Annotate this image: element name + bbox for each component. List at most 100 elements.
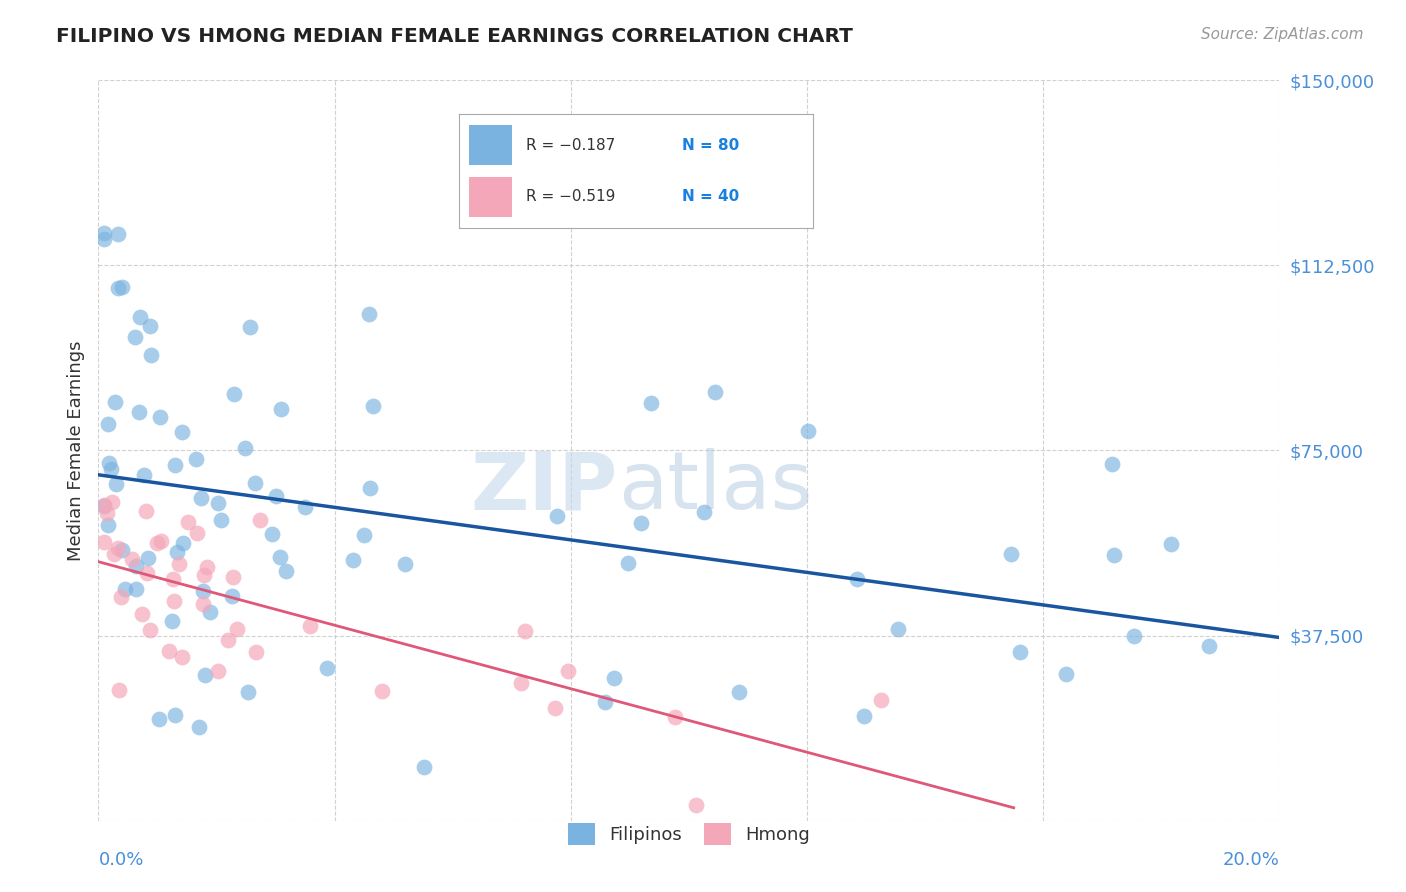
Filipinos bbox=[107, 280, 129, 294]
Hmong bbox=[195, 560, 218, 574]
Filipinos bbox=[394, 558, 416, 572]
Filipinos bbox=[170, 425, 193, 439]
Filipinos bbox=[163, 708, 186, 723]
Hmong bbox=[163, 594, 186, 608]
Hmong bbox=[193, 568, 215, 582]
Hmong bbox=[510, 676, 533, 690]
Hmong bbox=[93, 535, 115, 549]
Hmong bbox=[513, 624, 536, 638]
Filipinos bbox=[359, 307, 381, 321]
Filipinos bbox=[704, 384, 727, 399]
Filipinos bbox=[1102, 548, 1125, 562]
Hmong bbox=[543, 700, 565, 714]
Filipinos bbox=[125, 559, 148, 574]
Filipinos bbox=[93, 499, 115, 513]
Hmong bbox=[245, 644, 267, 658]
Filipinos bbox=[1160, 537, 1182, 551]
Filipinos bbox=[262, 527, 284, 541]
Filipinos bbox=[269, 550, 291, 565]
Filipinos bbox=[194, 668, 217, 682]
Hmong bbox=[150, 533, 173, 548]
Hmong bbox=[170, 650, 193, 665]
Hmong bbox=[93, 499, 115, 513]
Filipinos bbox=[149, 409, 172, 424]
Filipinos bbox=[274, 564, 297, 578]
Hmong bbox=[146, 536, 169, 550]
Filipinos bbox=[546, 508, 568, 523]
Hmong bbox=[371, 684, 394, 698]
Filipinos bbox=[207, 496, 229, 510]
Filipinos bbox=[172, 536, 194, 550]
Filipinos bbox=[125, 582, 148, 597]
Hmong bbox=[107, 541, 129, 555]
Filipinos bbox=[1054, 667, 1077, 681]
Filipinos bbox=[233, 442, 256, 456]
Legend: Filipinos, Hmong: Filipinos, Hmong bbox=[561, 816, 817, 853]
Hmong bbox=[108, 683, 131, 698]
Hmong bbox=[162, 572, 184, 586]
Filipinos bbox=[209, 513, 232, 527]
Filipinos bbox=[602, 671, 624, 685]
Hmong bbox=[225, 622, 247, 636]
Filipinos bbox=[361, 400, 384, 414]
Hmong bbox=[139, 623, 162, 637]
Hmong bbox=[110, 591, 132, 605]
Filipinos bbox=[239, 319, 262, 334]
Filipinos bbox=[1010, 645, 1032, 659]
Filipinos bbox=[221, 589, 243, 603]
Text: FILIPINO VS HMONG MEDIAN FEMALE EARNINGS CORRELATION CHART: FILIPINO VS HMONG MEDIAN FEMALE EARNINGS… bbox=[56, 27, 853, 45]
Hmong bbox=[664, 710, 686, 724]
Filipinos bbox=[630, 516, 652, 530]
Hmong bbox=[131, 607, 153, 621]
Hmong bbox=[191, 597, 214, 611]
Filipinos bbox=[294, 500, 316, 514]
Filipinos bbox=[266, 489, 288, 503]
Filipinos bbox=[616, 556, 638, 570]
Filipinos bbox=[104, 476, 127, 491]
Filipinos bbox=[184, 452, 207, 467]
Hmong bbox=[135, 504, 157, 518]
Hmong bbox=[96, 506, 118, 520]
Filipinos bbox=[1101, 457, 1123, 471]
Filipinos bbox=[359, 481, 381, 495]
Hmong bbox=[103, 547, 125, 561]
Text: 20.0%: 20.0% bbox=[1223, 851, 1279, 869]
Filipinos bbox=[136, 550, 159, 565]
Filipinos bbox=[97, 417, 120, 432]
Filipinos bbox=[148, 712, 170, 726]
Text: atlas: atlas bbox=[619, 449, 813, 526]
Filipinos bbox=[163, 458, 186, 473]
Hmong bbox=[222, 570, 245, 584]
Filipinos bbox=[139, 318, 162, 333]
Text: Source: ZipAtlas.com: Source: ZipAtlas.com bbox=[1201, 27, 1364, 42]
Hmong bbox=[217, 632, 239, 647]
Hmong bbox=[249, 513, 271, 527]
Filipinos bbox=[797, 425, 820, 439]
Filipinos bbox=[640, 395, 662, 409]
Hmong bbox=[685, 797, 707, 812]
Filipinos bbox=[100, 462, 122, 476]
Filipinos bbox=[693, 505, 716, 519]
Text: ZIP: ZIP bbox=[471, 449, 619, 526]
Hmong bbox=[101, 495, 124, 509]
Hmong bbox=[136, 566, 159, 581]
Hmong bbox=[186, 525, 208, 540]
Filipinos bbox=[104, 395, 127, 409]
Filipinos bbox=[316, 661, 339, 675]
Filipinos bbox=[141, 348, 163, 362]
Filipinos bbox=[129, 310, 152, 325]
Filipinos bbox=[188, 720, 211, 734]
Hmong bbox=[299, 619, 322, 633]
Hmong bbox=[121, 552, 143, 566]
Filipinos bbox=[97, 518, 120, 533]
Filipinos bbox=[224, 387, 246, 401]
Filipinos bbox=[166, 545, 188, 559]
Filipinos bbox=[413, 760, 436, 774]
Filipinos bbox=[852, 709, 875, 723]
Filipinos bbox=[124, 330, 146, 344]
Filipinos bbox=[270, 401, 292, 416]
Filipinos bbox=[128, 405, 150, 419]
Filipinos bbox=[107, 227, 129, 242]
Filipinos bbox=[134, 468, 156, 483]
Filipinos bbox=[727, 685, 749, 699]
